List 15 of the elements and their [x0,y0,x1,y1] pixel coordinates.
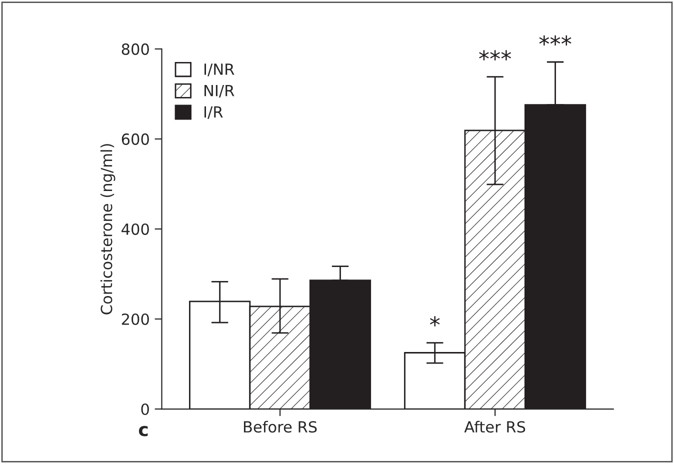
y-axis-title: Corticosterone (ng/ml) [100,144,116,314]
annotation: *** [479,50,512,60]
legend-label: NI/R [204,84,234,98]
legend-label: I/NR [204,64,234,76]
legend-label: I/R [204,106,223,119]
annotation: * [430,316,440,326]
y-tick-label: 800 [122,43,149,55]
y-tick-label: 400 [122,223,149,236]
text: c [138,426,148,436]
text: *** [539,35,572,46]
x-tick-label: After RS [464,420,526,433]
x-tick-label: Before RS [244,420,317,433]
y-tick-label: 200 [122,313,149,326]
y-tick-label: 0 [141,403,149,416]
y-tick-label: 600 [122,133,149,145]
